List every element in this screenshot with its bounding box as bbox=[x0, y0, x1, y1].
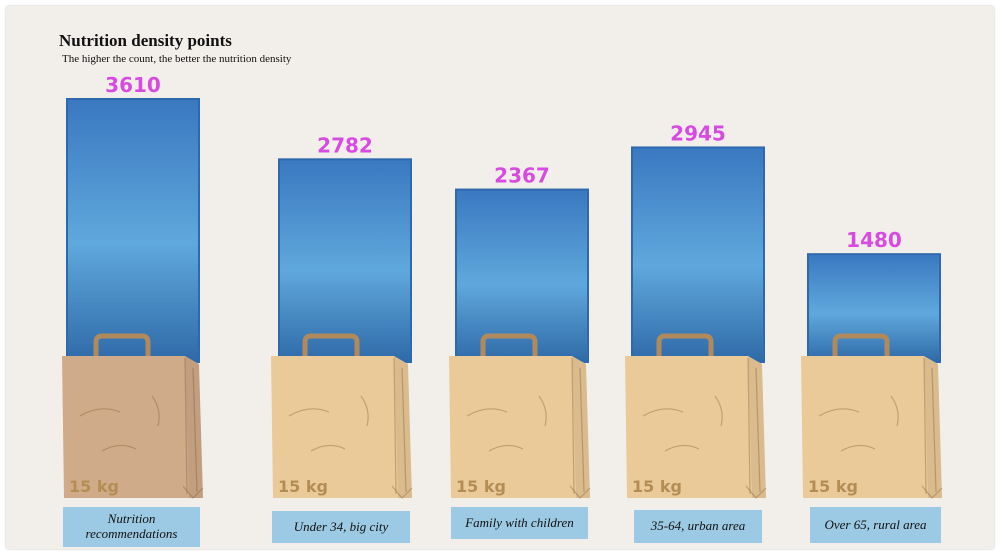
bag-weight-label: 15 kg bbox=[808, 477, 858, 496]
category-label-2: Under 34, big city bbox=[272, 511, 410, 543]
value-label-5: 1480 bbox=[846, 228, 902, 252]
shopping-bag-icon bbox=[801, 333, 943, 499]
value-label-4: 2945 bbox=[670, 121, 726, 145]
value-label-3: 2367 bbox=[494, 164, 550, 188]
bag-weight-label: 15 kg bbox=[69, 477, 119, 496]
shopping-bag-icon bbox=[449, 333, 591, 499]
category-label-1: Nutrition recommendations bbox=[63, 507, 200, 547]
bar-4 bbox=[632, 147, 764, 362]
shopping-bag-icon bbox=[62, 333, 204, 499]
category-label-5: Over 65, rural area bbox=[810, 507, 941, 543]
shopping-bag-icon bbox=[625, 333, 767, 499]
bag-weight-label: 15 kg bbox=[456, 477, 506, 496]
category-label-4: 35-64, urban area bbox=[634, 510, 762, 543]
bar-3 bbox=[456, 189, 588, 362]
bar-1 bbox=[67, 99, 199, 362]
value-label-2: 2782 bbox=[317, 133, 373, 157]
chart-title: Nutrition density points bbox=[59, 31, 232, 50]
bar-2 bbox=[279, 159, 411, 362]
bag-weight-label: 15 kg bbox=[632, 477, 682, 496]
chart-subtitle: The higher the count, the better the nut… bbox=[62, 53, 292, 65]
value-label-1: 3610 bbox=[105, 73, 161, 97]
bar-5 bbox=[808, 254, 940, 362]
bag-weight-label: 15 kg bbox=[278, 477, 328, 496]
shopping-bag-icon bbox=[271, 333, 413, 499]
category-label-3: Family with children bbox=[451, 507, 588, 539]
